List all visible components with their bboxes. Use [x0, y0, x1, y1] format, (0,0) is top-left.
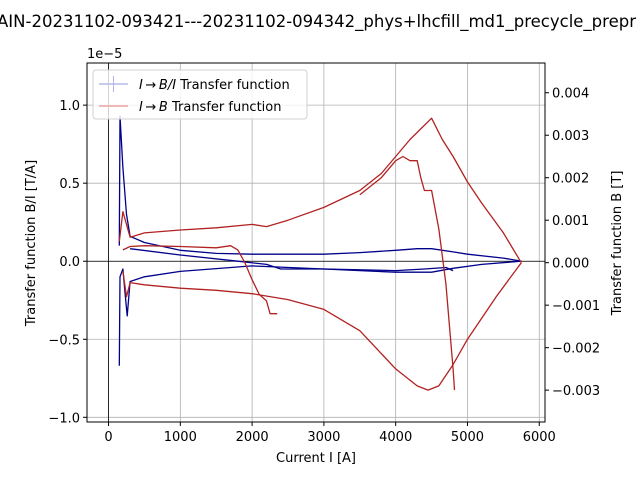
y-right-tick-label: −0.003	[552, 384, 600, 399]
y-right-tick-label: 0.004	[552, 87, 589, 102]
legend-box	[92, 69, 308, 120]
reference-lines	[87, 63, 545, 422]
y-right-tick-label: 0.002	[552, 172, 589, 187]
y-tick-label: −1.0	[48, 411, 80, 426]
series-group	[118, 115, 522, 391]
legend-label-bi: I → B/I Transfer function	[139, 78, 290, 93]
y-tick-label: −0.5	[48, 333, 80, 348]
y-axis-label-right: Transfer function B [T]	[610, 171, 625, 317]
y-right-tick-label: 0.001	[552, 214, 589, 229]
x-tick-label: 3000	[307, 430, 340, 445]
series-line-b-upper-ramp	[118, 117, 522, 264]
y-offset-text: 1e−5	[87, 47, 122, 62]
y-tick-label: 0.0	[59, 255, 80, 270]
x-tick-label: 5000	[451, 430, 484, 445]
x-axis-label: Current I [A]	[276, 451, 356, 466]
plot-frame	[86, 62, 546, 423]
legend: I → B/I Transfer function I → B Transfer…	[92, 69, 308, 120]
series-line-b-i-inner-branch	[130, 248, 454, 272]
x-tick-label: 0	[104, 430, 112, 445]
y-tick-label: 0.5	[59, 177, 80, 192]
chart-title: AIN-20231102-093421---20231102-094342_ph…	[0, 12, 636, 32]
y-axis-right: 0.004 0.003 0.002 0.001 0.000 −0.001 −0.002 −0.…	[545, 87, 600, 399]
x-axis: 0 1000 2000 3000 4000 5000 6000	[104, 422, 556, 445]
series-line-b-lower-return	[122, 262, 522, 391]
legend-label-b: I → B Transfer function	[139, 100, 282, 115]
x-tick-label: 4000	[379, 430, 412, 445]
y-right-tick-label: 0.000	[552, 257, 589, 272]
y-right-tick-label: −0.002	[552, 342, 600, 357]
y-axis-label-left: Transfer function B/I [T/A]	[24, 160, 39, 327]
series-line-b-i-upper-branch	[118, 115, 522, 262]
x-tick-label: 1000	[164, 430, 197, 445]
x-tick-label: 6000	[523, 430, 556, 445]
y-axis-left: 1.0 0.5 0.0 −0.5 −1.0	[48, 99, 87, 426]
y-right-tick-label: 0.003	[552, 129, 589, 144]
x-tick-label: 2000	[236, 430, 269, 445]
y-right-tick-label: −0.001	[552, 299, 600, 314]
y-tick-label: 1.0	[59, 99, 80, 114]
series-line-b-descending-mid	[122, 245, 278, 315]
series-line-b-second-peak	[359, 155, 456, 391]
